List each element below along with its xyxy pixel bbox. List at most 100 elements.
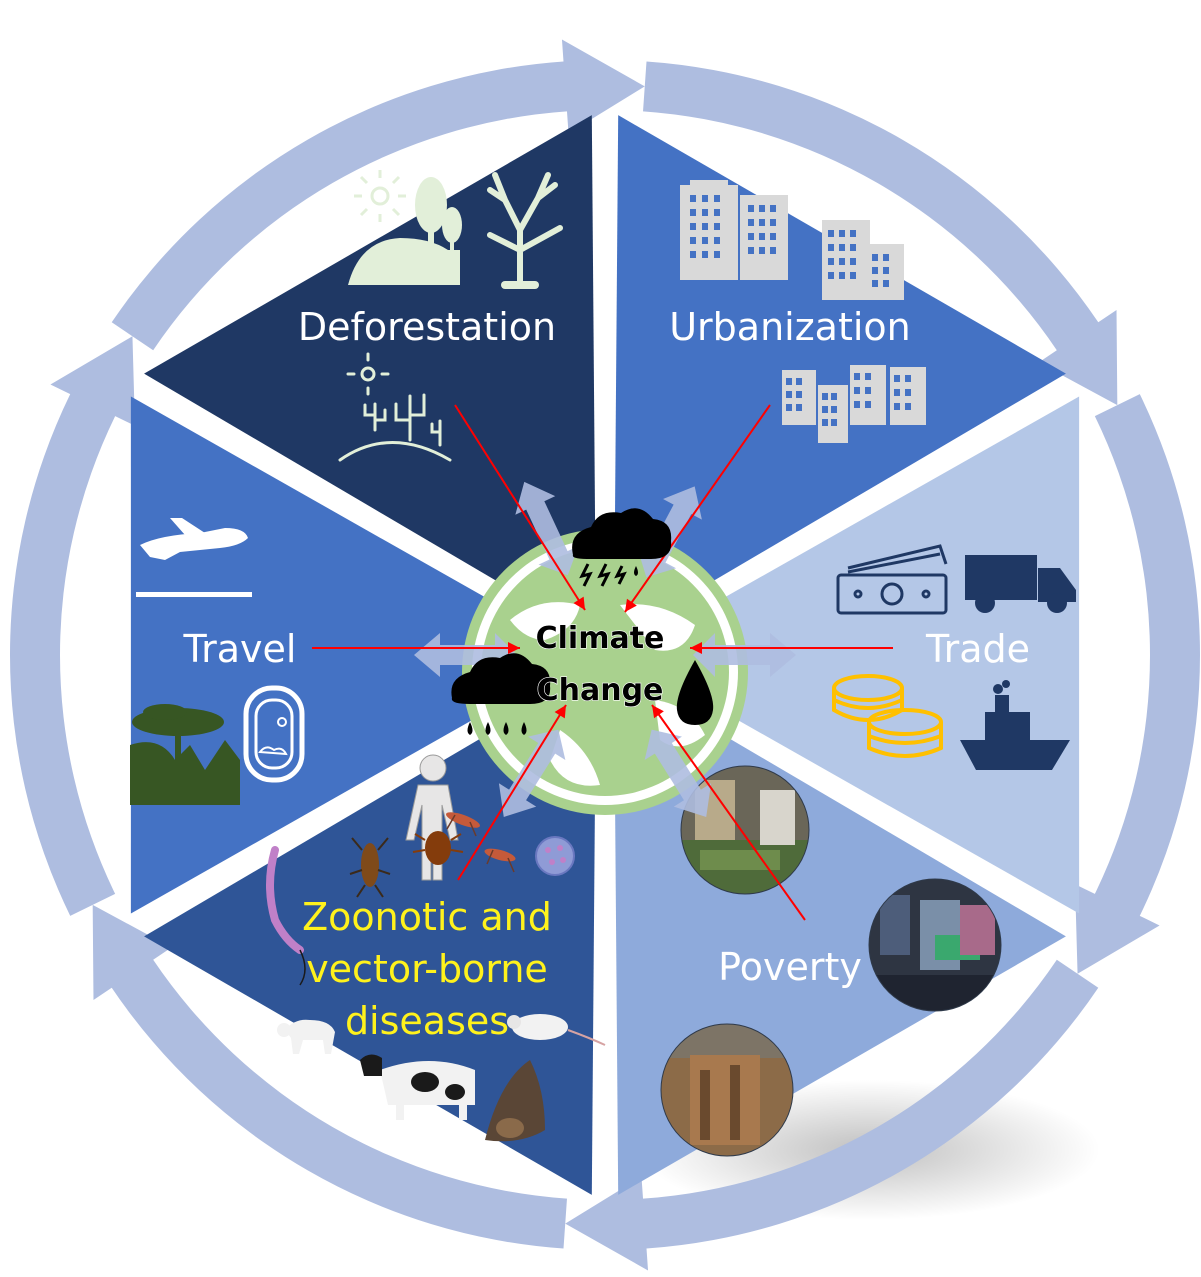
label-travel: Travel — [183, 627, 297, 671]
window-pane — [828, 244, 834, 251]
virus-icon — [535, 836, 575, 876]
window-pane — [905, 375, 911, 382]
mouse-icon — [507, 1014, 606, 1046]
bug-icon — [349, 837, 391, 898]
bat-icon — [485, 1060, 545, 1142]
cat-icon — [277, 1019, 335, 1054]
window-pane — [702, 195, 708, 202]
window-pane — [831, 419, 837, 426]
desert-cactus-icon — [338, 352, 452, 462]
window-pane — [839, 230, 845, 237]
window-pane — [850, 244, 856, 251]
segment-zoonotic — [144, 670, 596, 1195]
slum-photo-2 — [869, 879, 1001, 1011]
window-pane — [850, 258, 856, 265]
red-arrow-3 — [690, 642, 893, 654]
buildings-icon — [680, 180, 788, 280]
window-pane — [702, 223, 708, 230]
window-pane — [822, 406, 828, 413]
sun-icon — [354, 170, 406, 222]
label-deforestation: Deforestation — [298, 305, 556, 349]
window-pane — [690, 223, 696, 230]
window-pane — [702, 209, 708, 216]
window-pane — [690, 209, 696, 216]
window-pane — [796, 391, 802, 398]
window-pane — [714, 195, 720, 202]
window-pane — [865, 401, 871, 408]
truck-icon — [965, 555, 1076, 613]
dead-tree-icon — [487, 172, 563, 289]
airplane-icon — [136, 518, 252, 597]
window-pane — [690, 237, 696, 244]
window-pane — [828, 272, 834, 279]
window-pane — [905, 403, 911, 410]
water-drop-icon — [676, 660, 714, 725]
radial-arrow-5 — [498, 729, 566, 817]
window-pane — [872, 267, 878, 274]
window-pane — [714, 251, 720, 258]
window-pane — [796, 378, 802, 385]
window-pane — [770, 205, 776, 212]
window-pane — [796, 404, 802, 411]
window-pane — [714, 237, 720, 244]
window-pane — [831, 406, 837, 413]
window-pane — [865, 373, 871, 380]
center-label-line2: Change — [537, 673, 664, 708]
slum-photo-1 — [681, 766, 809, 894]
red-arrow-6 — [651, 704, 806, 921]
label-trade: Trade — [925, 627, 1030, 671]
red-arrows — [312, 404, 893, 921]
window-pane — [748, 219, 754, 226]
window-pane — [770, 219, 776, 226]
window-pane — [770, 247, 776, 254]
window-pane — [822, 393, 828, 400]
window-pane — [714, 209, 720, 216]
radial-arrow-1 — [515, 481, 579, 576]
red-arrow-1 — [454, 404, 586, 611]
window-pane — [850, 272, 856, 279]
storm-cloud-icon — [572, 508, 672, 587]
ring-arrow-3 — [565, 959, 1099, 1271]
window-pane — [690, 251, 696, 258]
window-pane — [828, 258, 834, 265]
red-arrow-5 — [457, 704, 567, 881]
radial-arrow-4 — [644, 729, 712, 817]
window-pane — [839, 258, 845, 265]
window-pane — [759, 247, 765, 254]
window-pane — [865, 387, 871, 394]
ring-arrow-2 — [1075, 394, 1200, 974]
window-pane — [883, 280, 889, 287]
ring-arrow-6 — [111, 39, 645, 351]
cow-icon — [360, 1054, 475, 1120]
ring-arrow-1 — [643, 61, 1118, 406]
buildings-small-icon — [822, 220, 904, 300]
window-pane — [748, 205, 754, 212]
window-pane — [786, 404, 792, 411]
window-pane — [822, 419, 828, 426]
radial-arrow-3 — [693, 633, 796, 677]
window-pane — [854, 387, 860, 394]
window-pane — [905, 389, 911, 396]
coins-icon — [832, 674, 943, 758]
window-pane — [839, 244, 845, 251]
tick-icon — [412, 831, 464, 865]
window-pane — [786, 378, 792, 385]
window-pane — [850, 230, 856, 237]
window-pane — [702, 251, 708, 258]
window-pane — [759, 233, 765, 240]
window-pane — [759, 219, 765, 226]
radial-arrow-6 — [414, 633, 517, 677]
window-pane — [828, 230, 834, 237]
window-pane — [883, 267, 889, 274]
window-pane — [894, 403, 900, 410]
window-pane — [883, 254, 889, 261]
segment-trade — [623, 396, 1080, 914]
window-pane — [714, 223, 720, 230]
ship-icon — [960, 680, 1070, 770]
window-pane — [854, 401, 860, 408]
window-pane — [770, 233, 776, 240]
tree-landscape-icon — [130, 704, 240, 805]
outer-cycle-ring — [10, 39, 1200, 1271]
window-pane — [839, 272, 845, 279]
window-pane — [786, 391, 792, 398]
